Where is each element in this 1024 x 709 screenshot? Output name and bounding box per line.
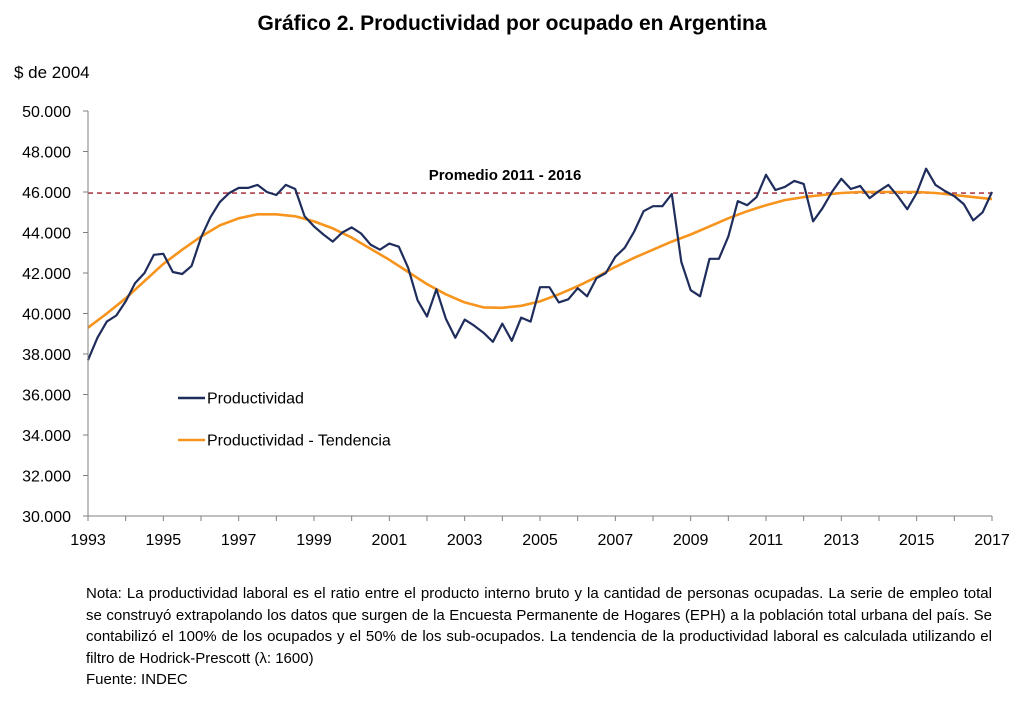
x-tick-label: 1997 [221, 532, 257, 549]
x-tick-label: 2003 [447, 532, 483, 549]
legend-label: Productividad [207, 391, 304, 408]
x-tick-label: 1995 [146, 532, 182, 549]
series-line-productividad [86, 167, 993, 361]
x-tick-label: 1999 [296, 532, 332, 549]
x-tick-label: 2001 [372, 532, 408, 549]
chart-title: Gráfico 2. Productividad por ocupado en … [257, 12, 767, 35]
y-tick-label: 42.000 [22, 266, 71, 283]
y-tick-label: 44.000 [22, 226, 71, 243]
x-tick-label: 2015 [899, 532, 935, 549]
legend-label: Productividad - Tendencia [207, 433, 391, 450]
y-tick-label: 38.000 [22, 347, 71, 364]
reference-line-label: Promedio 2011 - 2016 [429, 167, 582, 184]
y-tick-label: 32.000 [22, 469, 71, 486]
legend: Productividad Productividad - Tendencia [178, 391, 391, 450]
x-tick-label: 2007 [598, 532, 634, 549]
y-tick-label: 34.000 [22, 428, 71, 445]
chart-note: Nota: La productividad laboral es el rat… [86, 583, 992, 691]
y-axis-unit-label: $ de 2004 [14, 63, 90, 82]
y-tick-label: 40.000 [22, 307, 71, 324]
x-tick-label: 2013 [824, 532, 860, 549]
x-tick-label: 2005 [522, 532, 558, 549]
source-text: Fuente: INDEC [86, 671, 188, 688]
series-layer [86, 167, 993, 361]
y-tick-label: 30.000 [22, 509, 71, 526]
y-tick-label: 36.000 [22, 388, 71, 405]
y-tick-label: 50.000 [22, 104, 71, 121]
x-tick-label: 2009 [673, 532, 709, 549]
y-tick-label: 48.000 [22, 145, 71, 162]
x-tick-label: 1993 [70, 532, 106, 549]
series-line-tendencia [87, 190, 993, 329]
y-tick-label: 46.000 [22, 185, 71, 202]
x-tick-label: 2017 [974, 532, 1010, 549]
note-text: Nota: La productividad laboral es el rat… [86, 585, 992, 667]
label-layer: 30.000 32.000 34.000 36.000 38.000 40.000 42.0… [22, 104, 1010, 549]
axis-layer [83, 110, 993, 521]
x-tick-label: 2011 [749, 532, 784, 549]
